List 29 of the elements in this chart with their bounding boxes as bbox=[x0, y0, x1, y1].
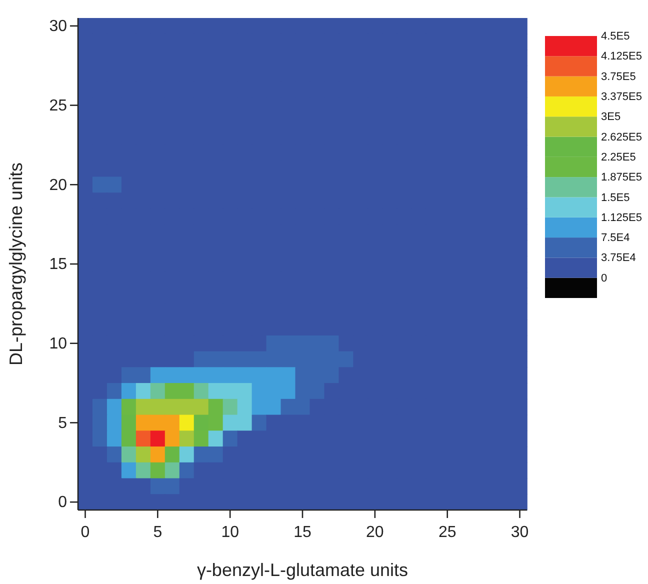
x-tick-label: 30 bbox=[510, 524, 529, 541]
y-tick-label: 5 bbox=[58, 414, 68, 432]
x-tick-label: 0 bbox=[80, 524, 90, 541]
color-bar-label: 3.75E5 bbox=[601, 70, 636, 83]
y-tick-label: 30 bbox=[49, 18, 68, 36]
y-tick-label: 10 bbox=[49, 335, 68, 352]
color-bar-label: 3.75E4 bbox=[601, 252, 636, 264]
x-tick-label: 15 bbox=[294, 524, 312, 541]
color-bar-label: 4.5E5 bbox=[601, 30, 630, 43]
x-tick-label: 10 bbox=[221, 524, 240, 541]
y-tick-label: 15 bbox=[49, 256, 68, 274]
color-bar-label: 3.375E5 bbox=[601, 90, 642, 103]
color-bar-label: 0 bbox=[601, 272, 608, 284]
color-bar-label: 4.125E5 bbox=[601, 50, 642, 63]
x-tick-label: 20 bbox=[366, 524, 384, 541]
y-tick-label: 0 bbox=[58, 494, 68, 512]
color-bar-label: 2.625E5 bbox=[601, 131, 642, 144]
y-tick-label: 20 bbox=[49, 176, 68, 194]
x-axis-title: γ-benzyl-L-glutamate units bbox=[196, 560, 408, 580]
x-tick-label: 25 bbox=[438, 524, 456, 541]
x-tick-label: 5 bbox=[153, 524, 162, 541]
color-bar-label: 1.875E5 bbox=[601, 172, 642, 184]
color-bar-label: 1.5E5 bbox=[601, 192, 630, 204]
color-bar-label: 2.25E5 bbox=[601, 151, 636, 164]
y-tick-label: 25 bbox=[49, 97, 68, 114]
color-bar-label: 7.5E4 bbox=[601, 232, 630, 244]
color-bar-label: 3E5 bbox=[601, 111, 621, 124]
color-bar-label: 1.125E5 bbox=[601, 212, 642, 224]
y-axis-title: DL-propargylglycine units bbox=[6, 162, 26, 366]
